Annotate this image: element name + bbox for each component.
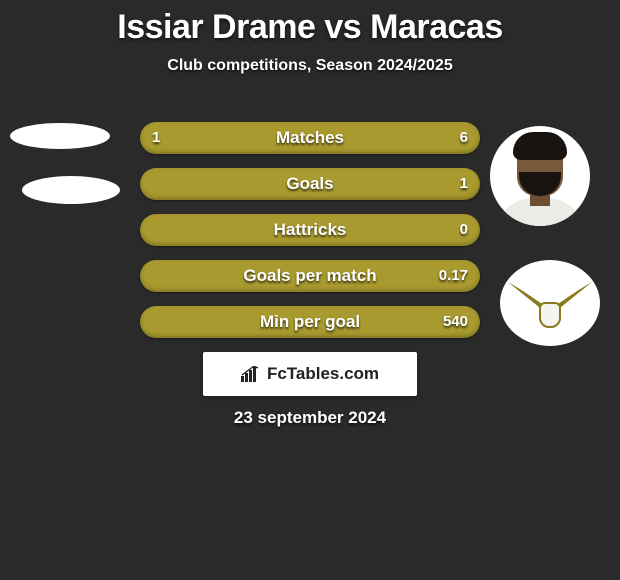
page-title: Issiar Drame vs Maracas <box>0 0 620 47</box>
bar-right-value: 1 <box>460 168 468 200</box>
watermark-text: FcTables.com <box>267 364 379 384</box>
bar-right-value: 6 <box>460 122 468 154</box>
bar-label: Goals <box>140 168 480 200</box>
comparison-chart: 1 Matches 6 Goals 1 Hattricks 0 Goals pe… <box>140 122 480 352</box>
player1-avatar <box>10 123 110 149</box>
subtitle: Club competitions, Season 2024/2025 <box>0 57 620 75</box>
player2-club-badge <box>500 260 600 346</box>
bar-label: Hattricks <box>140 214 480 246</box>
bar-row: 1 Matches 6 <box>140 122 480 154</box>
player2-name: Maracas <box>370 8 503 46</box>
chart-icon <box>241 366 261 382</box>
bar-label: Min per goal <box>140 306 480 338</box>
player2-avatar <box>490 126 590 226</box>
bar-right-value: 0.17 <box>439 260 468 292</box>
vs-label: vs <box>324 8 361 46</box>
bar-row: Hattricks 0 <box>140 214 480 246</box>
bar-label: Goals per match <box>140 260 480 292</box>
bar-row: Min per goal 540 <box>140 306 480 338</box>
bar-row: Goals 1 <box>140 168 480 200</box>
bar-label: Matches <box>140 122 480 154</box>
watermark: FcTables.com <box>203 352 417 396</box>
bar-right-value: 540 <box>443 306 468 338</box>
bar-row: Goals per match 0.17 <box>140 260 480 292</box>
player1-club-badge <box>22 176 120 204</box>
footer-date: 23 september 2024 <box>0 408 620 428</box>
bar-right-value: 0 <box>460 214 468 246</box>
player1-name: Issiar Drame <box>117 8 315 46</box>
